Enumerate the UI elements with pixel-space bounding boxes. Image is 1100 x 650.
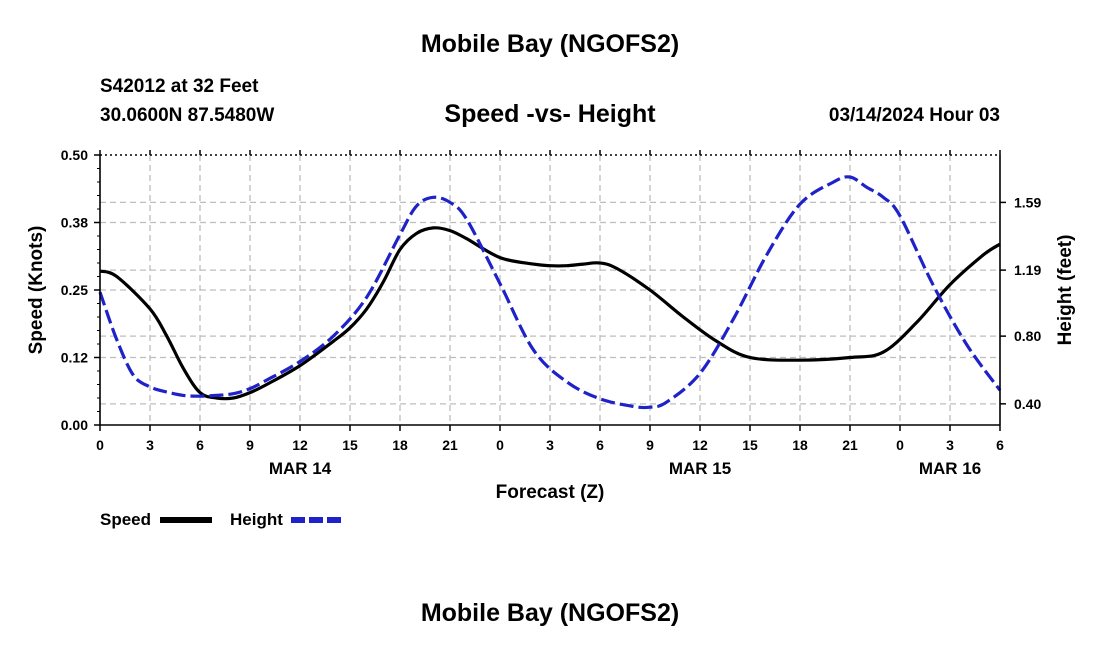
- series-line-height: [98, 175, 1002, 410]
- series-line-speed: [99, 226, 1001, 401]
- x-tick-label: 6: [996, 437, 1004, 453]
- station-label: S42012 at 32 Feet: [100, 76, 259, 97]
- y-tick-label: 0.00: [61, 417, 88, 433]
- axis-ticks: [94, 150, 1006, 431]
- x-tick-label: 0: [896, 437, 904, 453]
- x-tick-label: 12: [292, 437, 308, 453]
- date-label: MAR 14: [269, 459, 332, 478]
- y2-tick-label: 0.40: [1014, 396, 1041, 412]
- main-title: Mobile Bay (NGOFS2): [420, 30, 680, 58]
- grid: [100, 155, 1000, 425]
- x-tick-label: 15: [742, 437, 758, 453]
- x-tick-label: 12: [692, 437, 708, 453]
- x-tick-label: 3: [546, 437, 554, 453]
- y-tick-label: 0.50: [61, 147, 88, 163]
- coordinates-label: 30.0600N 87.5480W: [100, 105, 275, 126]
- x-tick-label: 21: [842, 437, 858, 453]
- tick-labels: 0 3 6 9 12 15 18 21 0 3 6 9 12 15 18 21 0 3 6 MAR 14 MAR 15 M…: [61, 147, 1042, 478]
- x-tick-label: 18: [792, 437, 808, 453]
- run-time-label: 03/14/2024 Hour 03: [828, 105, 1000, 126]
- chart-title: Speed -vs- Height: [444, 100, 656, 128]
- y-axis-label-right: Height (feet): [1055, 234, 1076, 346]
- x-tick-label: 3: [146, 437, 154, 453]
- y2-tick-label: 0.80: [1014, 328, 1041, 344]
- x-tick-label: 18: [392, 437, 408, 453]
- x-tick-label: 3: [946, 437, 954, 453]
- x-tick-label: 0: [496, 437, 504, 453]
- legend-height-swatch: [291, 517, 343, 523]
- x-tick-label: 9: [646, 437, 654, 453]
- x-tick-label: 15: [342, 437, 358, 453]
- legend-speed-swatch: [160, 517, 212, 523]
- y2-tick-label: 1.59: [1014, 194, 1041, 210]
- legend-speed-label: Speed: [100, 510, 152, 529]
- x-tick-label: 6: [596, 437, 604, 453]
- x-tick-label: 6: [196, 437, 204, 453]
- x-axis-label: Forecast (Z): [495, 482, 605, 503]
- date-label: MAR 15: [669, 459, 731, 478]
- y-axis-label-left: Speed (Knots): [26, 225, 47, 355]
- y-tick-label: 0.38: [61, 215, 88, 231]
- x-tick-label: 21: [442, 437, 458, 453]
- series-lines: [98, 175, 1002, 410]
- x-tick-label: 0: [96, 437, 104, 453]
- y2-tick-label: 1.19: [1014, 262, 1041, 278]
- bottom-title: Mobile Bay (NGOFS2): [420, 599, 680, 627]
- legend-height-label: Height: [230, 510, 283, 529]
- x-tick-label: 9: [246, 437, 254, 453]
- y-tick-label: 0.12: [61, 350, 88, 366]
- y-tick-label: 0.25: [61, 282, 88, 298]
- date-label: MAR 16: [919, 459, 981, 478]
